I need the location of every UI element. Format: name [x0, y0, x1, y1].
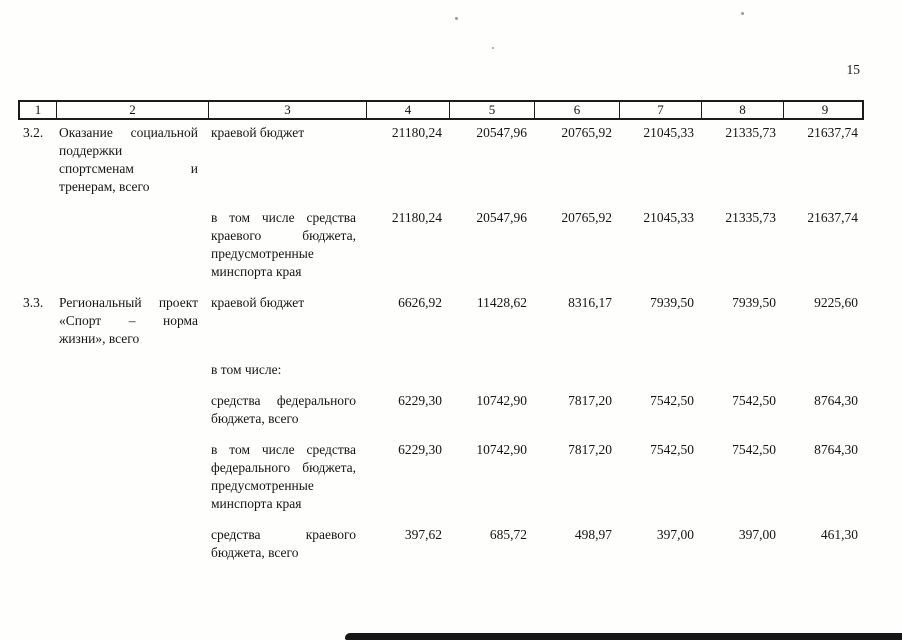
cell-value: 8764,30 — [814, 393, 858, 408]
table-row: в том числе средства краевого бюджета, п… — [18, 209, 864, 281]
row-number: 3.3. — [23, 295, 44, 310]
cell-value: 6229,30 — [398, 393, 442, 408]
table-row: средства краевого бюджета, всего 397,62 … — [18, 526, 864, 562]
scan-speck — [455, 17, 458, 20]
cell-value: 685,72 — [489, 527, 527, 542]
scan-speck — [741, 12, 744, 15]
cell-value: 8764,30 — [814, 442, 858, 457]
cell-value: 20765,92 — [561, 210, 612, 225]
header-cell-4: 4 — [367, 102, 450, 118]
cell-value: 7542,50 — [732, 393, 776, 408]
cell-value: 21637,74 — [807, 210, 858, 225]
row-source: средства федерального бюджета, всего — [211, 393, 356, 426]
cell-value: 21335,73 — [725, 210, 776, 225]
table-row: в том числе средства федерального бюджет… — [18, 441, 864, 513]
table-header-row: 1 2 3 4 5 6 7 8 9 — [18, 100, 864, 120]
table-row: 3.2. Оказание социальной поддержки спорт… — [18, 124, 864, 196]
scan-artifact-bar — [345, 633, 902, 640]
header-cell-8: 8 — [702, 102, 784, 118]
cell-value: 7817,20 — [568, 393, 612, 408]
row-source: средства краевого бюджета, всего — [211, 527, 356, 560]
cell-value: 397,00 — [656, 527, 694, 542]
header-cell-3: 3 — [209, 102, 367, 118]
header-cell-2: 2 — [57, 102, 209, 118]
cell-value: 10742,90 — [476, 393, 527, 408]
cell-value: 6229,30 — [398, 442, 442, 457]
header-cell-9: 9 — [821, 102, 829, 117]
cell-value: 20547,96 — [476, 125, 527, 140]
table-row: средства федерального бюджета, всего 622… — [18, 392, 864, 428]
cell-value: 21335,73 — [725, 125, 776, 140]
cell-value: 6626,92 — [398, 295, 442, 310]
cell-value: 20547,96 — [476, 210, 527, 225]
cell-value: 21045,33 — [643, 125, 694, 140]
cell-value: 9225,60 — [814, 295, 858, 310]
header-cell-7: 7 — [620, 102, 702, 118]
row-title: Региональный проект «Спорт – норма жизни… — [59, 295, 198, 346]
row-source: в том числе средства краевого бюджета, п… — [211, 210, 356, 279]
cell-value: 7939,50 — [650, 295, 694, 310]
cell-value: 21180,24 — [391, 125, 442, 140]
cell-value: 498,97 — [574, 527, 612, 542]
cell-value: 21637,74 — [807, 125, 858, 140]
budget-table: 1 2 3 4 5 6 7 8 9 3.2. Оказание социальн… — [18, 100, 864, 562]
cell-value: 7817,20 — [568, 442, 612, 457]
cell-value: 21045,33 — [643, 210, 694, 225]
row-source: краевой бюджет — [211, 295, 305, 310]
scan-speck — [492, 47, 494, 49]
cell-value: 397,00 — [738, 527, 776, 542]
table-row: 3.3. Региональный проект «Спорт – норма … — [18, 294, 864, 348]
header-cell-1: 1 — [20, 102, 57, 118]
cell-value: 7542,50 — [650, 442, 694, 457]
header-cell-6: 6 — [535, 102, 620, 118]
page-number: 15 — [846, 62, 861, 77]
cell-value: 10742,90 — [476, 442, 527, 457]
cell-value: 461,30 — [820, 527, 858, 542]
cell-value: 8316,17 — [568, 295, 612, 310]
header-cell-5: 5 — [450, 102, 535, 118]
row-title: Оказание социальной поддержки спортсмена… — [59, 125, 198, 194]
cell-value: 7542,50 — [732, 442, 776, 457]
cell-value: 20765,92 — [561, 125, 612, 140]
row-source: краевой бюджет — [211, 125, 305, 140]
row-number: 3.2. — [23, 125, 44, 140]
cell-value: 21180,24 — [391, 210, 442, 225]
table-row: в том числе: — [18, 361, 864, 379]
cell-value: 7939,50 — [732, 295, 776, 310]
cell-value: 7542,50 — [650, 393, 694, 408]
cell-value: 397,62 — [404, 527, 442, 542]
row-source: в том числе средства федерального бюджет… — [211, 442, 356, 511]
row-source: в том числе: — [211, 362, 282, 377]
cell-value: 11428,62 — [476, 295, 527, 310]
